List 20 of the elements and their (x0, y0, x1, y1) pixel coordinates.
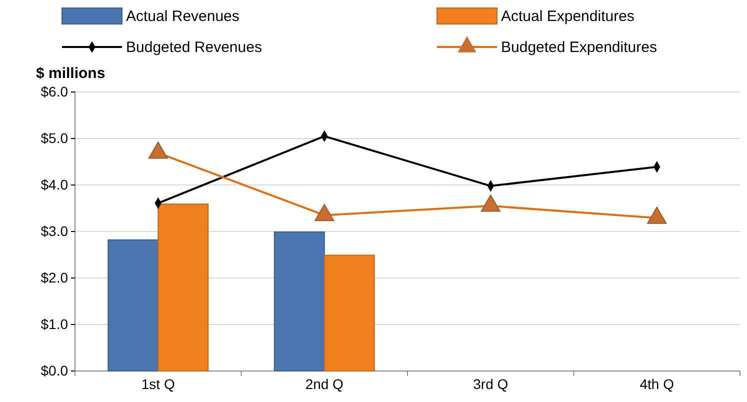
legend-label: Actual Revenues (126, 8, 240, 25)
y-axis-title: $ millions (36, 65, 106, 82)
x-tick-label: 4th Q (640, 376, 674, 392)
y-tick-label: $5.0 (40, 130, 68, 146)
y-tick-label: $2.0 (40, 269, 68, 286)
bar (324, 254, 375, 372)
y-tick-label: $4.0 (40, 176, 68, 192)
y-tick-label: $0.0 (40, 362, 68, 378)
x-tick-label: 2nd Q (305, 376, 344, 392)
bar (274, 231, 325, 372)
y-tick-label: $1.0 (40, 316, 68, 332)
x-tick-label: 1st Q (141, 376, 175, 392)
y-tick-label: $3.0 (40, 222, 68, 239)
bar (108, 239, 159, 372)
y-tick-label: $6.0 (40, 83, 68, 100)
bar (158, 204, 209, 372)
legend-label: Actual Expenditures (501, 8, 634, 25)
legend-label: Budgeted Expenditures (501, 39, 657, 56)
x-tick-label: 3rd Q (473, 376, 508, 392)
legend-label: Budgeted Revenues (126, 39, 262, 56)
